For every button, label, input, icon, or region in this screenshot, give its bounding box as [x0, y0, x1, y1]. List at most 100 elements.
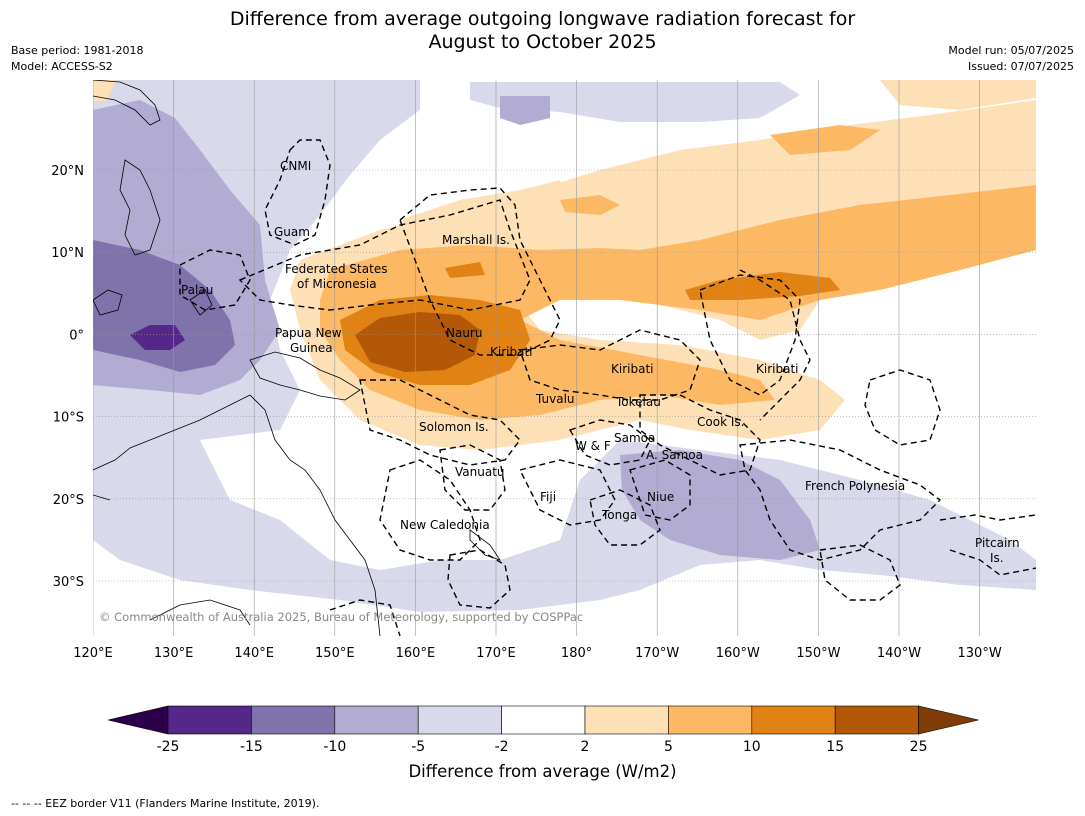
colorbar-swatch [834, 705, 919, 735]
x-tick-label: 170°E [476, 646, 516, 661]
colorbar-swatch [417, 705, 502, 735]
x-tick-label: 180° [561, 646, 592, 661]
philippines-coast [119, 159, 161, 256]
x-tick-label: 170°W [635, 646, 679, 661]
colorbar-tick-label: 25 [910, 739, 928, 755]
eez-cook [639, 394, 761, 476]
x-tick-label: 140°E [234, 646, 274, 661]
contour-brown [355, 312, 480, 372]
tasmania-coast [149, 599, 251, 626]
eez-marshall-nauru [399, 187, 561, 356]
eez-norfolk [447, 549, 511, 609]
eez-cnmi-guam [264, 139, 331, 246]
x-tick-label: 160°E [396, 646, 436, 661]
label-solomon: Solomon Is. [419, 420, 489, 434]
label-fiji: Fiji [540, 490, 556, 504]
title-line-2: August to October 2025 [428, 31, 657, 53]
colorbar-tick-label: 5 [664, 739, 673, 755]
x-tick-label: 130°W [958, 646, 1002, 661]
issued-date: Issued: 07/07/2025 [967, 60, 1074, 73]
contour-dark-purple [93, 240, 235, 372]
label-american-samoa: A. Samoa [646, 448, 703, 462]
eez-wallis-samoa [568, 419, 651, 466]
colorbar-tick-label: 10 [743, 739, 761, 755]
label-samoa: Samoa [614, 431, 655, 445]
label-guam: Guam [274, 225, 310, 239]
y-tick-label: 0° [69, 328, 84, 343]
colorbar-swatch [251, 705, 336, 735]
x-axis-ticks: 120°E 130°E 140°E 150°E 160°E 170°E 180° 170°W 1… [73, 646, 1002, 661]
y-tick-label: 10°N [51, 246, 84, 261]
map-title: Difference from average outgoing longwav… [0, 8, 1085, 54]
eez-pitcairn-south [949, 549, 1036, 576]
asia-coast [93, 80, 161, 126]
meta-right: Model run: 05/07/2025 Issued: 07/07/2025 [948, 43, 1074, 75]
colorbar-tick-label: -5 [411, 739, 425, 755]
eez-lord-howe [329, 599, 401, 636]
label-cnmi: CNMI [280, 159, 311, 173]
eez-fsm [238, 199, 531, 311]
eez-kiribati-tuvalu [519, 329, 701, 401]
borneo-coast [93, 289, 123, 316]
label-niue: Niue [647, 490, 674, 504]
label-fsm-1: Federated States [285, 262, 387, 276]
eez-niue [629, 459, 691, 521]
x-tick-label: 130°E [154, 646, 194, 661]
x-tick-label: 150°E [315, 646, 355, 661]
colorbar-swatch [334, 705, 419, 735]
gridlines [93, 80, 1036, 636]
y-tick-label: 20°S [53, 493, 84, 508]
label-tonga: Tonga [601, 508, 637, 522]
colorbar: -25 -15 -10 -5 -2 2 5 10 15 25 [107, 705, 979, 755]
footer-note: -- -- -- EEZ border V11 (Flanders Marine… [11, 797, 320, 810]
label-kiribati-west: Kiribati [490, 345, 532, 359]
model-name: Model: ACCESS-S2 [11, 60, 113, 73]
x-tick-label: 150°W [796, 646, 840, 661]
label-vanuatu: Vanuatu [455, 465, 505, 479]
contour-deep-purple [130, 325, 185, 350]
new-guinea-coast [249, 351, 361, 401]
colorbar-tick-label: 2 [581, 739, 590, 755]
label-nauru: Nauru [446, 326, 482, 340]
colorbar-tick-label: -25 [157, 739, 180, 755]
label-pitcairn-2: Is. [990, 551, 1004, 565]
label-palau: Palau [181, 283, 213, 297]
eez-palau [179, 249, 251, 311]
label-tuvalu: Tuvalu [535, 392, 575, 406]
label-tokelau: Tokelau [615, 395, 661, 409]
eez-kiribati-line [699, 274, 801, 396]
colorbar-tick-label: 15 [826, 739, 844, 755]
eez-french-polynesia [739, 439, 942, 561]
label-png-1: Papua New [275, 326, 342, 340]
label-kiribati-east: Kiribati [756, 362, 798, 376]
y-tick-label: 20°N [51, 164, 84, 179]
colorbar-swatch [501, 705, 586, 735]
eez-borders [179, 139, 1036, 636]
australia-coast [93, 394, 381, 636]
model-run: Model run: 05/07/2025 [948, 44, 1074, 57]
y-axis-ticks: 20°N 10°N 0° 10°S 20°S 30°S [51, 164, 84, 590]
meta-left: Base period: 1981-2018 Model: ACCESS-S2 [11, 43, 143, 75]
colorbar-title: Difference from average (W/m2) [408, 762, 677, 781]
colorbar-tick-label: -2 [495, 739, 509, 755]
colorbar-extend-high [918, 705, 979, 735]
place-labels: CNMI Guam Marshall Is. Federated States … [181, 159, 1020, 565]
eez-marquesas [864, 369, 941, 446]
label-fsm-2: of Micronesia [297, 277, 377, 291]
eez-kiribati-east [739, 269, 811, 421]
label-new-caledonia: New Caledonia [400, 518, 490, 532]
colorbar-swatch [751, 705, 836, 735]
x-tick-label: 140°W [877, 646, 921, 661]
base-period: Base period: 1981-2018 [11, 44, 144, 57]
copyright-credit: © Commonwealth of Australia 2025, Bureau… [99, 610, 583, 624]
eez-tonga [589, 489, 661, 546]
coastlines [93, 80, 501, 636]
x-tick-label: 160°W [716, 646, 760, 661]
colorbar-tick-label: -15 [240, 739, 263, 755]
label-kiribati-central: Kiribati [611, 362, 653, 376]
label-pitcairn-1: Pitcairn [975, 536, 1020, 550]
title-line-1: Difference from average outgoing longwav… [229, 8, 856, 30]
halmahera-coast [189, 289, 213, 316]
label-cook: Cook Is. [697, 415, 744, 429]
